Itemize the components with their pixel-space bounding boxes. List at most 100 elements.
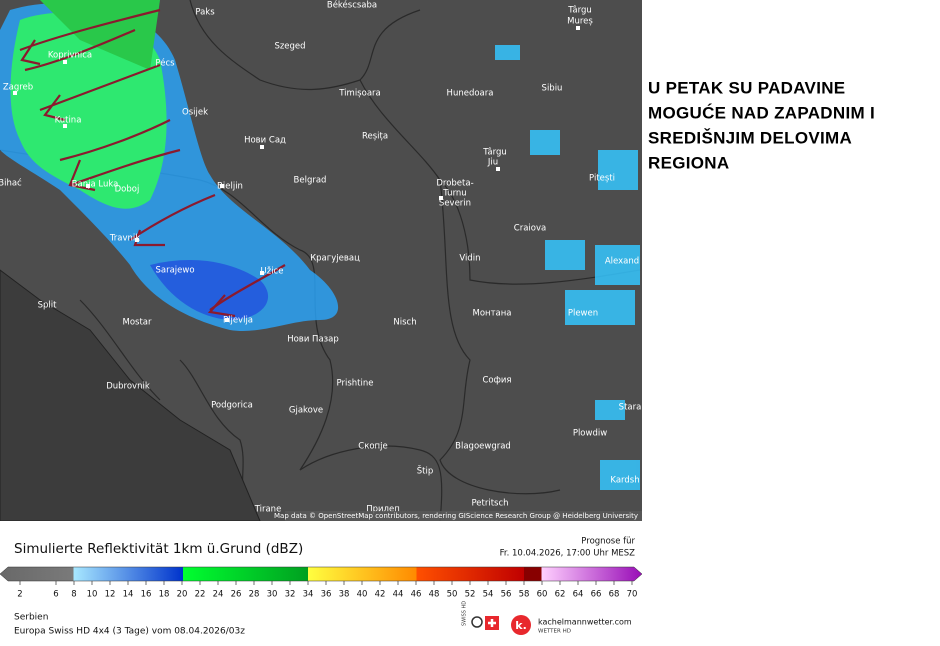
k-logo-text: k. — [515, 619, 527, 632]
precipitation — [0, 0, 640, 490]
colorbar-tick-label: 8 — [71, 590, 76, 600]
colorbar-tick-label: 60 — [537, 590, 548, 600]
annotation-line: SREDIŠNJIM DELOVIMA — [648, 128, 852, 147]
city-label: Bihać — [0, 178, 22, 189]
colorbar-tick-label: 36 — [321, 590, 332, 600]
city-label: Крагујевац — [310, 254, 360, 264]
city-label: Alexand — [605, 257, 639, 267]
annotation-line: REGIONA — [648, 153, 729, 172]
coastline — [0, 269, 261, 521]
colorbar-tick-label: 30 — [267, 590, 278, 600]
colorbar-tick-label: 50 — [447, 590, 458, 600]
city-label: Târgu — [482, 148, 507, 158]
city-label: Timișoara — [338, 89, 380, 99]
city-dot — [63, 60, 67, 64]
city-label: Скопје — [358, 442, 387, 452]
city-label: Zagreb — [3, 83, 33, 93]
city-label: Gjakove — [289, 406, 323, 416]
colorbar-ticks: 2 6 8 10 12 14 16 18 20 22 24 26 28 30 32 34 36 38 40 42 44 4… — [17, 581, 637, 600]
city-label: Sarajewo — [155, 266, 194, 276]
colorbar-tick-label: 40 — [357, 590, 368, 600]
colorbar-tick-label: 34 — [303, 590, 314, 600]
city-label: Прилеп — [366, 505, 400, 515]
colorbar-tick-label: 2 — [17, 590, 22, 600]
colorbar-tick-label: 6 — [53, 590, 58, 600]
city-dot — [13, 91, 17, 95]
city-label: Vidin — [459, 254, 480, 264]
city-dot — [439, 196, 443, 200]
city-label: Split — [38, 301, 58, 311]
colorbar-tick-label: 52 — [465, 590, 476, 600]
colorbar-tick-label: 42 — [375, 590, 386, 600]
city-label: Plowdiw — [573, 429, 607, 439]
colorbar-tick-label: 10 — [87, 590, 98, 600]
city-label: Plewen — [568, 309, 598, 319]
city-label: Szeged — [274, 42, 305, 52]
colorbar-tick-label: 70 — [627, 590, 638, 600]
city-label: Pljevlja — [223, 316, 253, 326]
city-label: Târgu — [567, 6, 592, 16]
colorbar-tick-label: 32 — [285, 590, 296, 600]
city-label: Osijek — [182, 108, 208, 118]
city-label: Bieljin — [217, 182, 243, 192]
city-dot — [220, 184, 224, 188]
k-logo — [511, 615, 531, 635]
colorbar-tick-label: 38 — [339, 590, 350, 600]
colorbar-tick-label: 64 — [573, 590, 584, 600]
city-label: Banja Luka — [72, 180, 119, 190]
city-label: Нови Пазар — [287, 335, 339, 345]
city-label: Kardsh — [610, 476, 639, 486]
city-dot — [576, 26, 580, 30]
city-label: Dubrovnik — [106, 382, 150, 392]
city-label: Нови Сад — [244, 136, 286, 146]
swiss-cross — [488, 619, 496, 627]
colorbar-tick-label: 56 — [501, 590, 512, 600]
colorbar-tick-label: 44 — [393, 590, 404, 600]
city-label: Sibiu — [542, 84, 563, 94]
city-label: Stara — [619, 403, 642, 413]
city-dot — [86, 184, 90, 188]
city-label: Tirane — [254, 505, 282, 515]
colorbar-tick-label: 14 — [123, 590, 134, 600]
city-label: Pitești — [589, 174, 615, 184]
colorbar — [0, 566, 643, 582]
attribution: Map data © OpenStreetMap contributors, r… — [274, 512, 638, 520]
annotation: U PETAK SU PADAVINE MOGUĆE NAD ZAPADNIM I… — [648, 78, 875, 172]
colorbar-tick-label: 18 — [159, 590, 170, 600]
brand-sub: WETTER HD — [538, 629, 571, 635]
legend-title: Simulierte Reflektivität 1km ü.Grund (dB… — [14, 541, 303, 557]
city-label: Blagoewgrad — [455, 442, 511, 452]
city-label: Reșița — [362, 132, 388, 142]
city-dot — [496, 167, 500, 171]
city-label: Severin — [439, 199, 471, 209]
colorbar-tick-label: 20 — [177, 590, 188, 600]
footer-model: Europa Swiss HD 4x4 (3 Tage) vom 08.04.2… — [14, 627, 245, 637]
colorbar-tick-label: 12 — [105, 590, 116, 600]
swiss-hd: SWISS HD — [462, 601, 468, 626]
forecast-time: Fr. 10.04.2026, 17:00 Uhr MESZ — [500, 549, 636, 559]
colorbar-tick-label: 48 — [429, 590, 440, 600]
brand: kachelmannwetter.com — [538, 618, 632, 627]
city-label: Belgrad — [294, 176, 327, 186]
colorbar-tick-label: 46 — [411, 590, 422, 600]
annotation-line: U PETAK SU PADAVINE — [648, 78, 845, 97]
forecast-label: Prognose für — [581, 537, 635, 547]
city-label: Turnu — [442, 189, 466, 199]
city-dot — [225, 318, 229, 322]
colorbar-tick-label: 62 — [555, 590, 566, 600]
city-label: Pécs — [155, 58, 175, 69]
city-label: Koprivnica — [48, 51, 92, 61]
colorbar-tick-label: 24 — [213, 590, 224, 600]
city-label: Štip — [417, 465, 434, 477]
city-dot — [63, 124, 67, 128]
city-dot — [260, 145, 264, 149]
city-label: Drobeta- — [436, 179, 473, 189]
colorbar-tick-label: 22 — [195, 590, 206, 600]
colorbar-tick-label: 28 — [249, 590, 260, 600]
colorbar-tick-label: 66 — [591, 590, 602, 600]
city-label: Travnik — [109, 234, 140, 244]
arrows — [19, 8, 286, 318]
